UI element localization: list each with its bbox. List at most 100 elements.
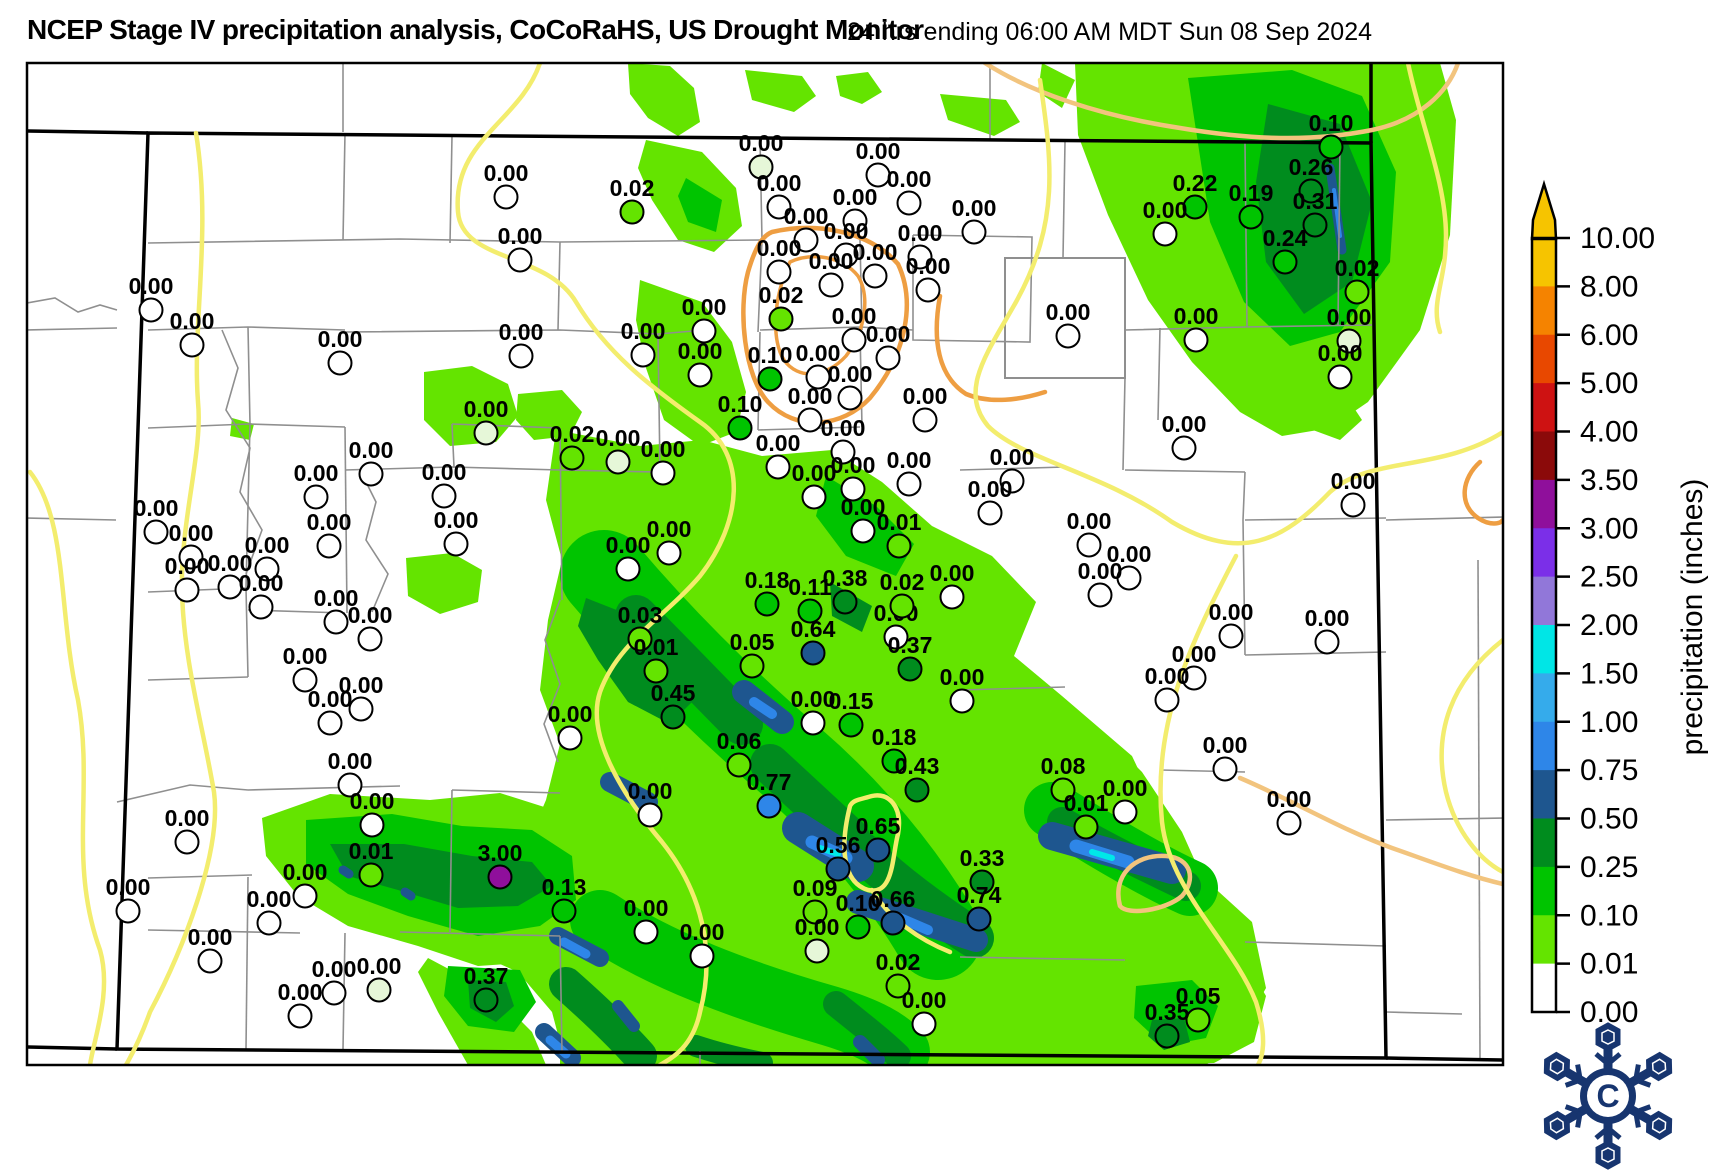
station-value: 0.00 xyxy=(283,859,328,885)
station-marker: 0.00 xyxy=(791,686,835,736)
station-marker: 0.00 xyxy=(902,987,946,1037)
timestamp: 24 hrs ending 06:00 AM MDT Sun 08 Sep 20… xyxy=(847,18,1372,46)
colorbar-tick-label: 2.00 xyxy=(1580,609,1638,642)
station-value: 0.00 xyxy=(308,686,353,712)
colorbar-axis-label: precipitation (inches) xyxy=(1676,479,1709,756)
station-circle xyxy=(1272,249,1298,275)
station-marker: 0.00 xyxy=(106,874,150,924)
station-marker: 0.00 xyxy=(129,273,174,323)
station-marker: 0.31 xyxy=(1293,188,1338,238)
station-value: 0.26 xyxy=(1289,154,1334,180)
station-value: 0.00 xyxy=(422,459,467,485)
station-value: 0.01 xyxy=(634,634,679,660)
station-marker: 0.00 xyxy=(832,303,876,353)
station-circle xyxy=(473,987,499,1013)
station-value: 0.00 xyxy=(757,170,802,196)
station-marker: 0.00 xyxy=(348,602,392,652)
station-value: 0.74 xyxy=(957,882,1002,908)
station-circle xyxy=(357,626,383,652)
station-marker: 0.10 xyxy=(748,342,793,392)
station-marker: 0.03 xyxy=(618,602,663,652)
colorbar-tick-label: 10.00 xyxy=(1580,222,1655,255)
station-marker: 0.00 xyxy=(434,507,478,557)
station-circle xyxy=(358,461,384,487)
station-value: 0.00 xyxy=(349,437,394,463)
colorbar-tick-label: 4.00 xyxy=(1580,416,1638,449)
station-marker: 0.00 xyxy=(484,160,528,210)
station-circle xyxy=(833,242,859,268)
station-value: 0.00 xyxy=(239,570,284,596)
station-circle xyxy=(487,864,513,890)
station-circle xyxy=(804,938,830,964)
colorbar-tick-label: 6.00 xyxy=(1580,319,1638,352)
station-circle xyxy=(217,574,243,600)
station-value: 0.00 xyxy=(990,444,1035,470)
station-value: 0.00 xyxy=(831,452,876,478)
station-value: 0.00 xyxy=(188,924,233,950)
station-circle xyxy=(337,772,363,798)
station-marker: 0.00 xyxy=(498,223,542,273)
station-marker: 0.09 xyxy=(793,875,837,925)
station-circle xyxy=(615,556,641,582)
station-marker: 0.00 xyxy=(278,979,322,1029)
station-circle xyxy=(1183,327,1209,353)
station-value: 0.03 xyxy=(618,602,663,628)
station-value: 0.00 xyxy=(887,166,932,192)
station-marker: 0.56 xyxy=(816,832,860,882)
station-marker: 0.02 xyxy=(880,569,925,619)
colorbar-segment xyxy=(1532,576,1556,626)
station-value: 0.00 xyxy=(1174,303,1219,329)
station-circle xyxy=(800,710,826,736)
station-circle xyxy=(178,544,204,570)
station-marker: 0.00 xyxy=(328,748,372,798)
colorbar-tick-label: 1.00 xyxy=(1580,706,1638,739)
station-value: 0.00 xyxy=(952,195,997,221)
colorbar-tick-label: 0.75 xyxy=(1580,754,1638,787)
county-box xyxy=(1004,257,1126,379)
station-marker: 0.18 xyxy=(745,567,790,617)
station-marker: 0.00 xyxy=(188,924,233,974)
colorbar-tick-label: 0.25 xyxy=(1580,851,1638,884)
station-marker: 0.00 xyxy=(308,686,353,736)
station-circle xyxy=(691,318,717,344)
station-value: 0.00 xyxy=(784,203,829,229)
drought-contours xyxy=(28,64,1502,1064)
station-value: 0.00 xyxy=(1078,558,1123,584)
station-marker: 0.00 xyxy=(294,460,338,510)
station-marker: 0.00 xyxy=(350,788,394,838)
station-circle xyxy=(766,194,792,220)
station-value: 0.01 xyxy=(877,509,922,535)
station-value: 0.02 xyxy=(880,569,925,595)
snowflake-arm-icon xyxy=(1594,1110,1622,1170)
station-value: 0.18 xyxy=(745,567,790,593)
station-value: 0.00 xyxy=(170,308,215,334)
station-circle xyxy=(1340,492,1366,518)
station-circle xyxy=(605,449,631,475)
colorbar-segment xyxy=(1532,770,1556,820)
station-circle xyxy=(287,1003,313,1029)
station-marker: 0.00 xyxy=(170,308,215,358)
station-value: 0.10 xyxy=(748,342,793,368)
station-value: 0.00 xyxy=(208,550,253,576)
station-circle xyxy=(862,263,888,289)
station-marker: 0.00 xyxy=(887,166,932,216)
station-value: 0.15 xyxy=(829,688,874,714)
station-circle xyxy=(739,653,765,679)
station-marker: 0.00 xyxy=(621,318,665,368)
station-circle xyxy=(431,483,457,509)
station-value: 0.00 xyxy=(169,520,214,546)
station-marker: 0.00 xyxy=(795,914,839,964)
station-value: 0.00 xyxy=(1331,468,1376,494)
station-circle xyxy=(883,624,909,650)
station-marker: 0.00 xyxy=(628,778,672,828)
station-circle xyxy=(650,460,676,486)
station-value: 0.02 xyxy=(876,949,921,975)
station-marker: 0.00 xyxy=(1067,508,1111,558)
station-circle xyxy=(1185,1007,1211,1033)
station-marker: 0.00 xyxy=(165,553,209,603)
colorbar-segment xyxy=(1532,963,1556,1013)
station-marker: 0.00 xyxy=(903,383,947,433)
station-circle xyxy=(633,919,659,945)
station-value: 0.00 xyxy=(129,273,174,299)
station-circle xyxy=(825,856,851,882)
